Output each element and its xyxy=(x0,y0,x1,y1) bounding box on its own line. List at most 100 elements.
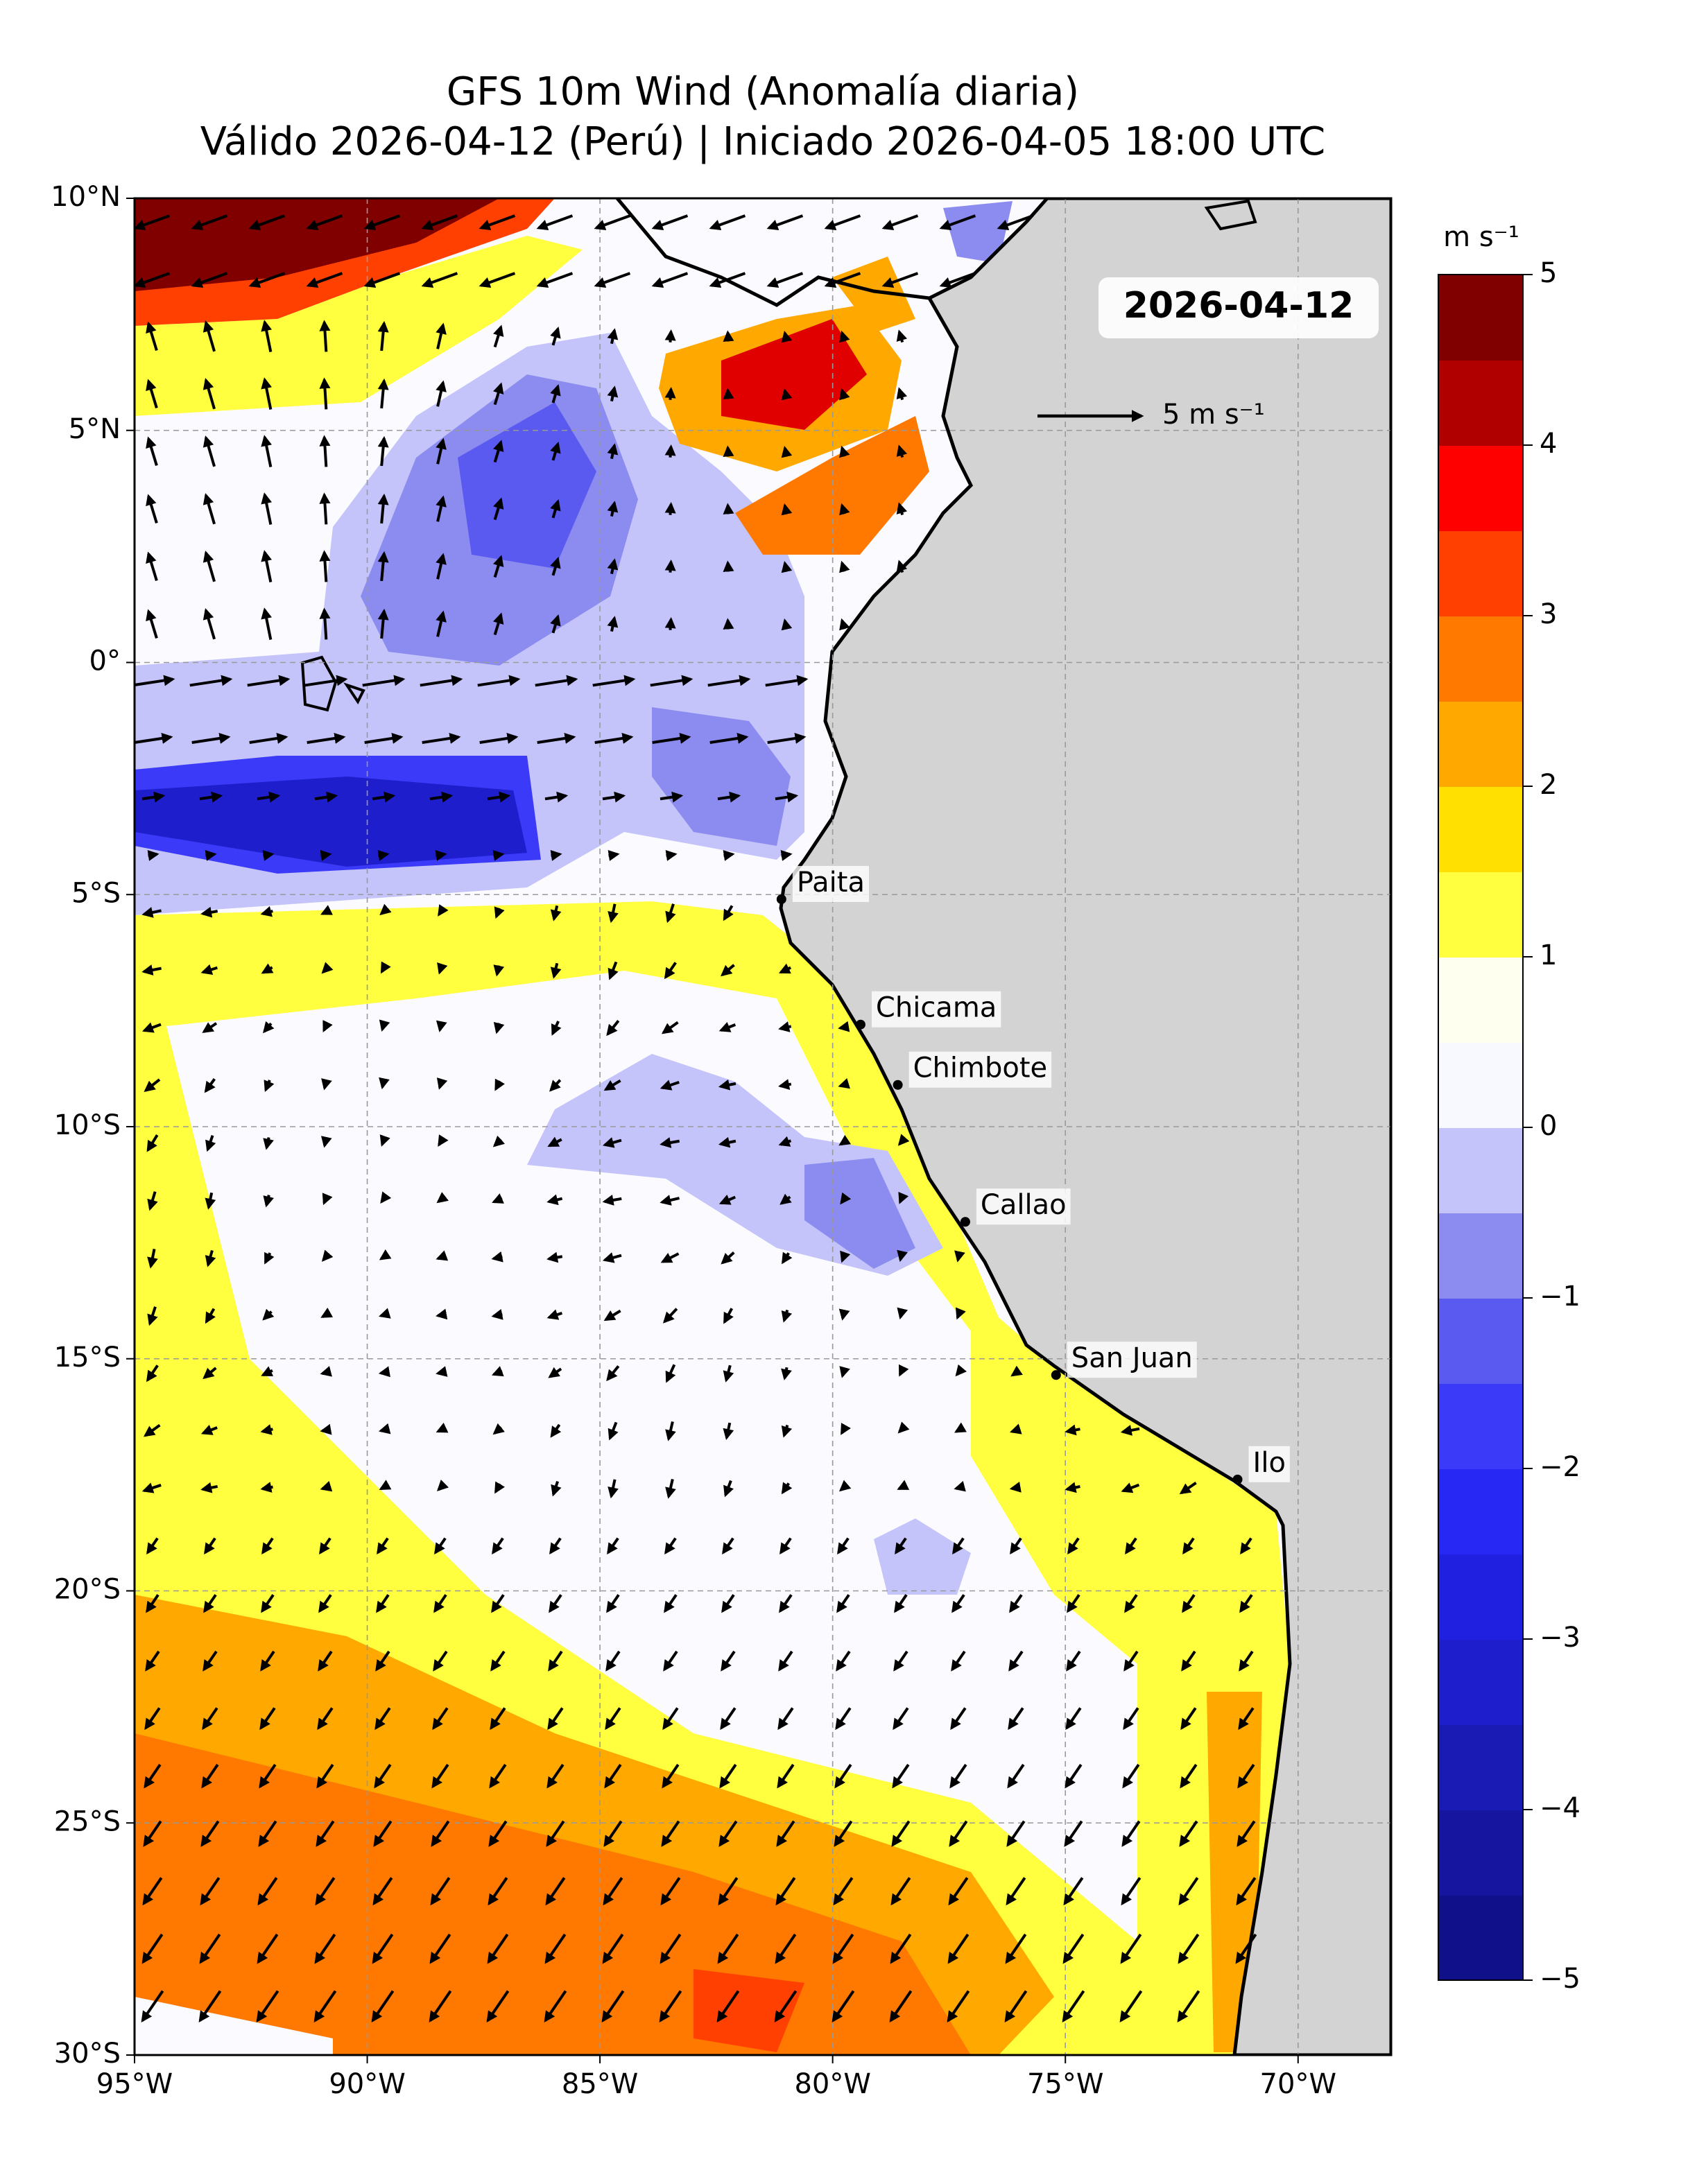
wind-arrow xyxy=(203,435,216,467)
wind-arrow xyxy=(377,493,389,524)
wind-arrow xyxy=(651,214,689,231)
wind-arrow xyxy=(436,1366,448,1377)
wind-arrow xyxy=(479,733,519,744)
colorbar-bin xyxy=(1438,530,1523,616)
wind-arrow xyxy=(720,1707,736,1731)
wind-arrow xyxy=(205,1192,216,1210)
wind-arrow xyxy=(951,1594,965,1613)
wind-arrow xyxy=(377,320,389,352)
wind-arrow xyxy=(433,1650,448,1672)
wind-arrow xyxy=(881,272,919,288)
wind-arrow xyxy=(479,272,516,288)
wind-arrow xyxy=(766,214,804,231)
wind-arrow xyxy=(1009,1594,1023,1613)
wind-arrow xyxy=(550,1423,562,1438)
wind-arrow xyxy=(950,1707,967,1731)
wind-arrow xyxy=(434,1537,447,1555)
wind-arrow xyxy=(721,1594,735,1613)
wind-arrow xyxy=(1121,1877,1141,1906)
wind-arrow xyxy=(778,1079,792,1090)
wind-arrow xyxy=(550,326,561,346)
wind-arrow xyxy=(429,1933,451,1964)
wind-arrow xyxy=(535,675,578,687)
wind-arrow xyxy=(602,1195,622,1206)
wind-arrow xyxy=(892,1764,910,1789)
wind-arrow xyxy=(780,850,793,861)
wind-arrow xyxy=(380,1191,392,1204)
wind-arrow xyxy=(660,791,684,803)
wind-arrow xyxy=(607,501,619,517)
wind-arrow xyxy=(550,441,561,461)
wind-arrow xyxy=(203,1650,218,1672)
colorbar-bin xyxy=(1438,275,1523,361)
wind-arrow xyxy=(313,1990,337,2022)
subtitle: Válido 2026-04-12 (Perú) | Iniciado 2026… xyxy=(200,119,1325,164)
wind-arrow xyxy=(493,612,504,636)
wind-arrow xyxy=(839,1366,850,1378)
wind-arrow xyxy=(205,1135,216,1152)
wind-arrow xyxy=(314,1933,336,1964)
wind-arrow xyxy=(146,494,158,524)
colorbar-bin xyxy=(1438,1042,1523,1128)
wind-arrow xyxy=(546,1820,565,1847)
wind-arrow xyxy=(723,560,734,572)
wind-arrow xyxy=(840,1423,851,1435)
wind-arrow xyxy=(141,1022,162,1033)
wind-arrow xyxy=(261,1537,274,1555)
wind-arrow xyxy=(781,388,793,401)
y-tick-label: 5°N xyxy=(69,413,121,445)
wind-arrow xyxy=(320,1480,333,1492)
wind-arrow xyxy=(436,1020,447,1032)
wind-arrow xyxy=(371,1990,395,2022)
wind-arrow xyxy=(379,1480,392,1491)
wind-arrow xyxy=(261,492,273,525)
wind-arrow xyxy=(493,964,505,977)
wind-arrow xyxy=(420,675,463,687)
colorbar-label: m s⁻¹ xyxy=(1443,221,1519,253)
wind-arrow xyxy=(494,1078,506,1091)
wind-arrow xyxy=(135,272,171,288)
wind-arrow xyxy=(839,445,850,458)
wind-arrow xyxy=(257,791,281,803)
wind-arrow xyxy=(1067,1594,1080,1613)
wind-arrow xyxy=(490,1650,506,1672)
x-tick-label: 85°W xyxy=(562,2068,638,2100)
wind-arrow xyxy=(895,1537,907,1555)
wind-arrow xyxy=(774,1990,798,2022)
wind-arrow xyxy=(377,850,390,861)
wind-arrow xyxy=(550,962,562,979)
wind-arrow xyxy=(781,1309,793,1323)
wind-arrow xyxy=(939,272,976,288)
wind-arrow xyxy=(838,1308,850,1321)
wind-arrow xyxy=(608,1421,619,1441)
wind-arrow xyxy=(490,1707,506,1731)
wind-arrow xyxy=(717,791,741,803)
wind-arrow xyxy=(492,850,505,861)
wind-arrow xyxy=(489,1764,507,1789)
wind-arrow xyxy=(603,1079,621,1091)
wind-arrow xyxy=(721,964,735,977)
city-label: Chimbote xyxy=(913,1052,1048,1084)
wind-arrow xyxy=(723,905,734,921)
wind-arrow xyxy=(373,1820,393,1847)
wind-arrow xyxy=(203,1367,217,1380)
wind-arrow xyxy=(836,1650,851,1672)
wind-arrow xyxy=(824,272,861,288)
wind-arrow xyxy=(203,551,216,582)
wind-arrow xyxy=(1062,1933,1085,1964)
y-tick-label: 5°S xyxy=(71,877,121,909)
wind-arrow xyxy=(491,1308,503,1320)
wind-arrow xyxy=(377,378,389,409)
city-label: Callao xyxy=(981,1189,1067,1221)
wind-arrow xyxy=(1064,1820,1083,1847)
wind-arrow xyxy=(147,1249,158,1269)
wind-arrow xyxy=(718,1136,736,1148)
wind-arrow xyxy=(362,675,406,687)
wind-arrow xyxy=(837,1537,850,1555)
colorbar-bin xyxy=(1438,445,1523,531)
city-dot xyxy=(1232,1474,1243,1484)
wind-arrow xyxy=(146,609,158,639)
wind-arrow xyxy=(537,733,576,744)
wind-arrow xyxy=(204,1537,216,1555)
colorbar-bin xyxy=(1438,1810,1523,1896)
